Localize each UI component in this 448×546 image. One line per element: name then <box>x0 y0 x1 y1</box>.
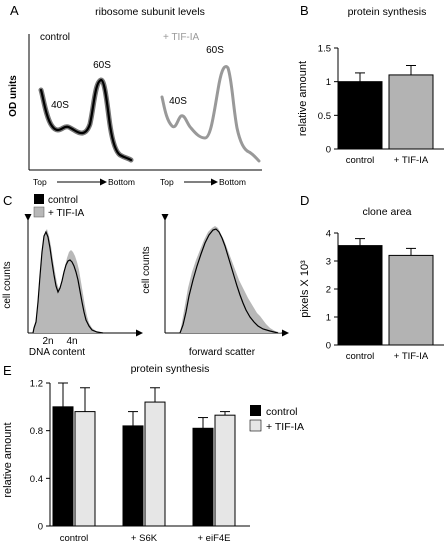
legend-label-tif: + TIF-IA <box>48 208 85 219</box>
hist1-tick-4n: 4n <box>66 336 77 347</box>
hist2-xlabel: forward scatter <box>189 347 256 358</box>
chart-e-xtick-label: + eiF4E <box>197 533 230 544</box>
panel-a-letter: A <box>10 3 19 18</box>
chart-d-bar-0 <box>337 245 383 346</box>
chart-d-ylabel: pixels X 10³ <box>299 260 311 318</box>
chart-b: protein synthesis relative amount 0 0.5 1 1.5… <box>297 6 444 166</box>
control-60s-label: 60S <box>93 60 111 71</box>
chart-b-ylabel: relative amount <box>297 61 309 136</box>
chart-e-bar-0-1 <box>74 411 96 527</box>
hist2-control-line <box>179 228 279 334</box>
chart-e: protein synthesis relative amount 0 0.4 0.8 1… <box>2 363 304 544</box>
panel-a-tif-label: + TIF-IA <box>163 32 200 43</box>
hist1-xlabel: DNA content <box>29 347 85 358</box>
chart-b-bar-1 <box>388 74 434 150</box>
chart-b-ytick-label: 1.5 <box>318 44 331 55</box>
chart-e-bar-2-1 <box>214 414 236 527</box>
hist1-ylabel: cell counts <box>2 261 13 308</box>
control-gradient-trace <box>39 78 133 162</box>
chart-e-title: protein synthesis <box>131 363 210 375</box>
panel-a-title: ribosome subunit levels <box>95 6 205 18</box>
chart-b-xtick-label: + TIF-IA <box>394 155 429 166</box>
chart-e-ytick-label: 0.8 <box>30 426 43 437</box>
hist1-tick-2n: 2n <box>42 336 53 347</box>
chart-d-title: clone area <box>362 206 411 218</box>
chart-d-ytick-label: 0 <box>326 341 331 352</box>
chart-e-bar-0-0 <box>52 406 74 527</box>
legend-swatch-control <box>34 194 44 204</box>
chart-b-xtick-label: control <box>346 155 375 166</box>
chart-d-ytick-label: 3 <box>326 257 331 268</box>
panel-a: A ribosome subunit levels OD units contr… <box>8 3 262 187</box>
chart-e-legend-label-1: + TIF-IA <box>266 421 304 433</box>
legend-swatch-tif <box>33 206 45 218</box>
chart-e-xtick-label: control <box>60 533 89 544</box>
chart-d-ytick-label: 2 <box>326 285 331 296</box>
chart-b-ytick-label: 0.5 <box>318 111 331 122</box>
hist2-ylabel: cell counts <box>141 246 152 293</box>
hist1-control-line <box>32 230 104 334</box>
tif-60s-label: 60S <box>206 45 224 56</box>
chart-e-ylabel: relative amount <box>2 422 14 497</box>
gradient-bottom-label-2: Bottom <box>219 177 246 187</box>
chart-d: clone area pixels X 10³ 0 1 2 3 4 control + TIF-… <box>299 206 444 362</box>
gradient-top-label-2: Top <box>160 177 174 187</box>
chart-e-ytick-label: 0.4 <box>30 474 43 485</box>
chart-e-legend-label-0: control <box>266 406 298 418</box>
chart-e-bar-1-0 <box>122 425 144 527</box>
panel-d-letter: D <box>300 193 309 208</box>
chart-b-bar-0 <box>337 81 383 150</box>
chart-e-bar-2-0 <box>192 427 214 527</box>
panel-a-ylabel: OD units <box>8 75 19 117</box>
legend-label-control: control <box>48 195 78 206</box>
chart-e-ytick-label: 0 <box>38 522 43 533</box>
panel-a-control-label: control <box>40 32 70 43</box>
panel-b-letter: B <box>300 3 309 18</box>
chart-b-ytick-label: 0 <box>326 145 331 156</box>
gradient-bottom-label-1: Bottom <box>108 177 135 187</box>
panel-c: C control + TIF-IA cell counts 2n 4n DNA… <box>2 193 289 358</box>
gradient-top-label-1: Top <box>33 177 47 187</box>
tif-gradient-trace <box>160 65 261 163</box>
chart-e-legend-swatch-0 <box>250 405 261 416</box>
chart-d-xtick-label: + TIF-IA <box>394 351 429 362</box>
chart-e-xtick-label: + S6K <box>131 533 158 544</box>
chart-d-ytick-label: 1 <box>326 313 331 324</box>
control-40s-label: 40S <box>51 100 69 111</box>
chart-d-xtick-label: control <box>346 351 375 362</box>
panel-c-letter: C <box>3 193 12 208</box>
chart-d-bar-1 <box>388 254 434 346</box>
chart-e-bar-1-1 <box>144 401 166 527</box>
chart-b-ytick-label: 1 <box>326 77 331 88</box>
panel-e-letter: E <box>3 363 12 378</box>
hist1-tif-fill <box>33 229 102 333</box>
hist2-tif-fill <box>180 226 282 333</box>
control-trace-shadow <box>38 77 134 163</box>
chart-b-title: protein synthesis <box>348 6 427 18</box>
chart-e-ytick-label: 1.2 <box>30 379 43 390</box>
tif-40s-label: 40S <box>169 96 187 107</box>
chart-d-ytick-label: 4 <box>326 229 331 240</box>
chart-e-legend-swatch-1 <box>249 419 262 432</box>
